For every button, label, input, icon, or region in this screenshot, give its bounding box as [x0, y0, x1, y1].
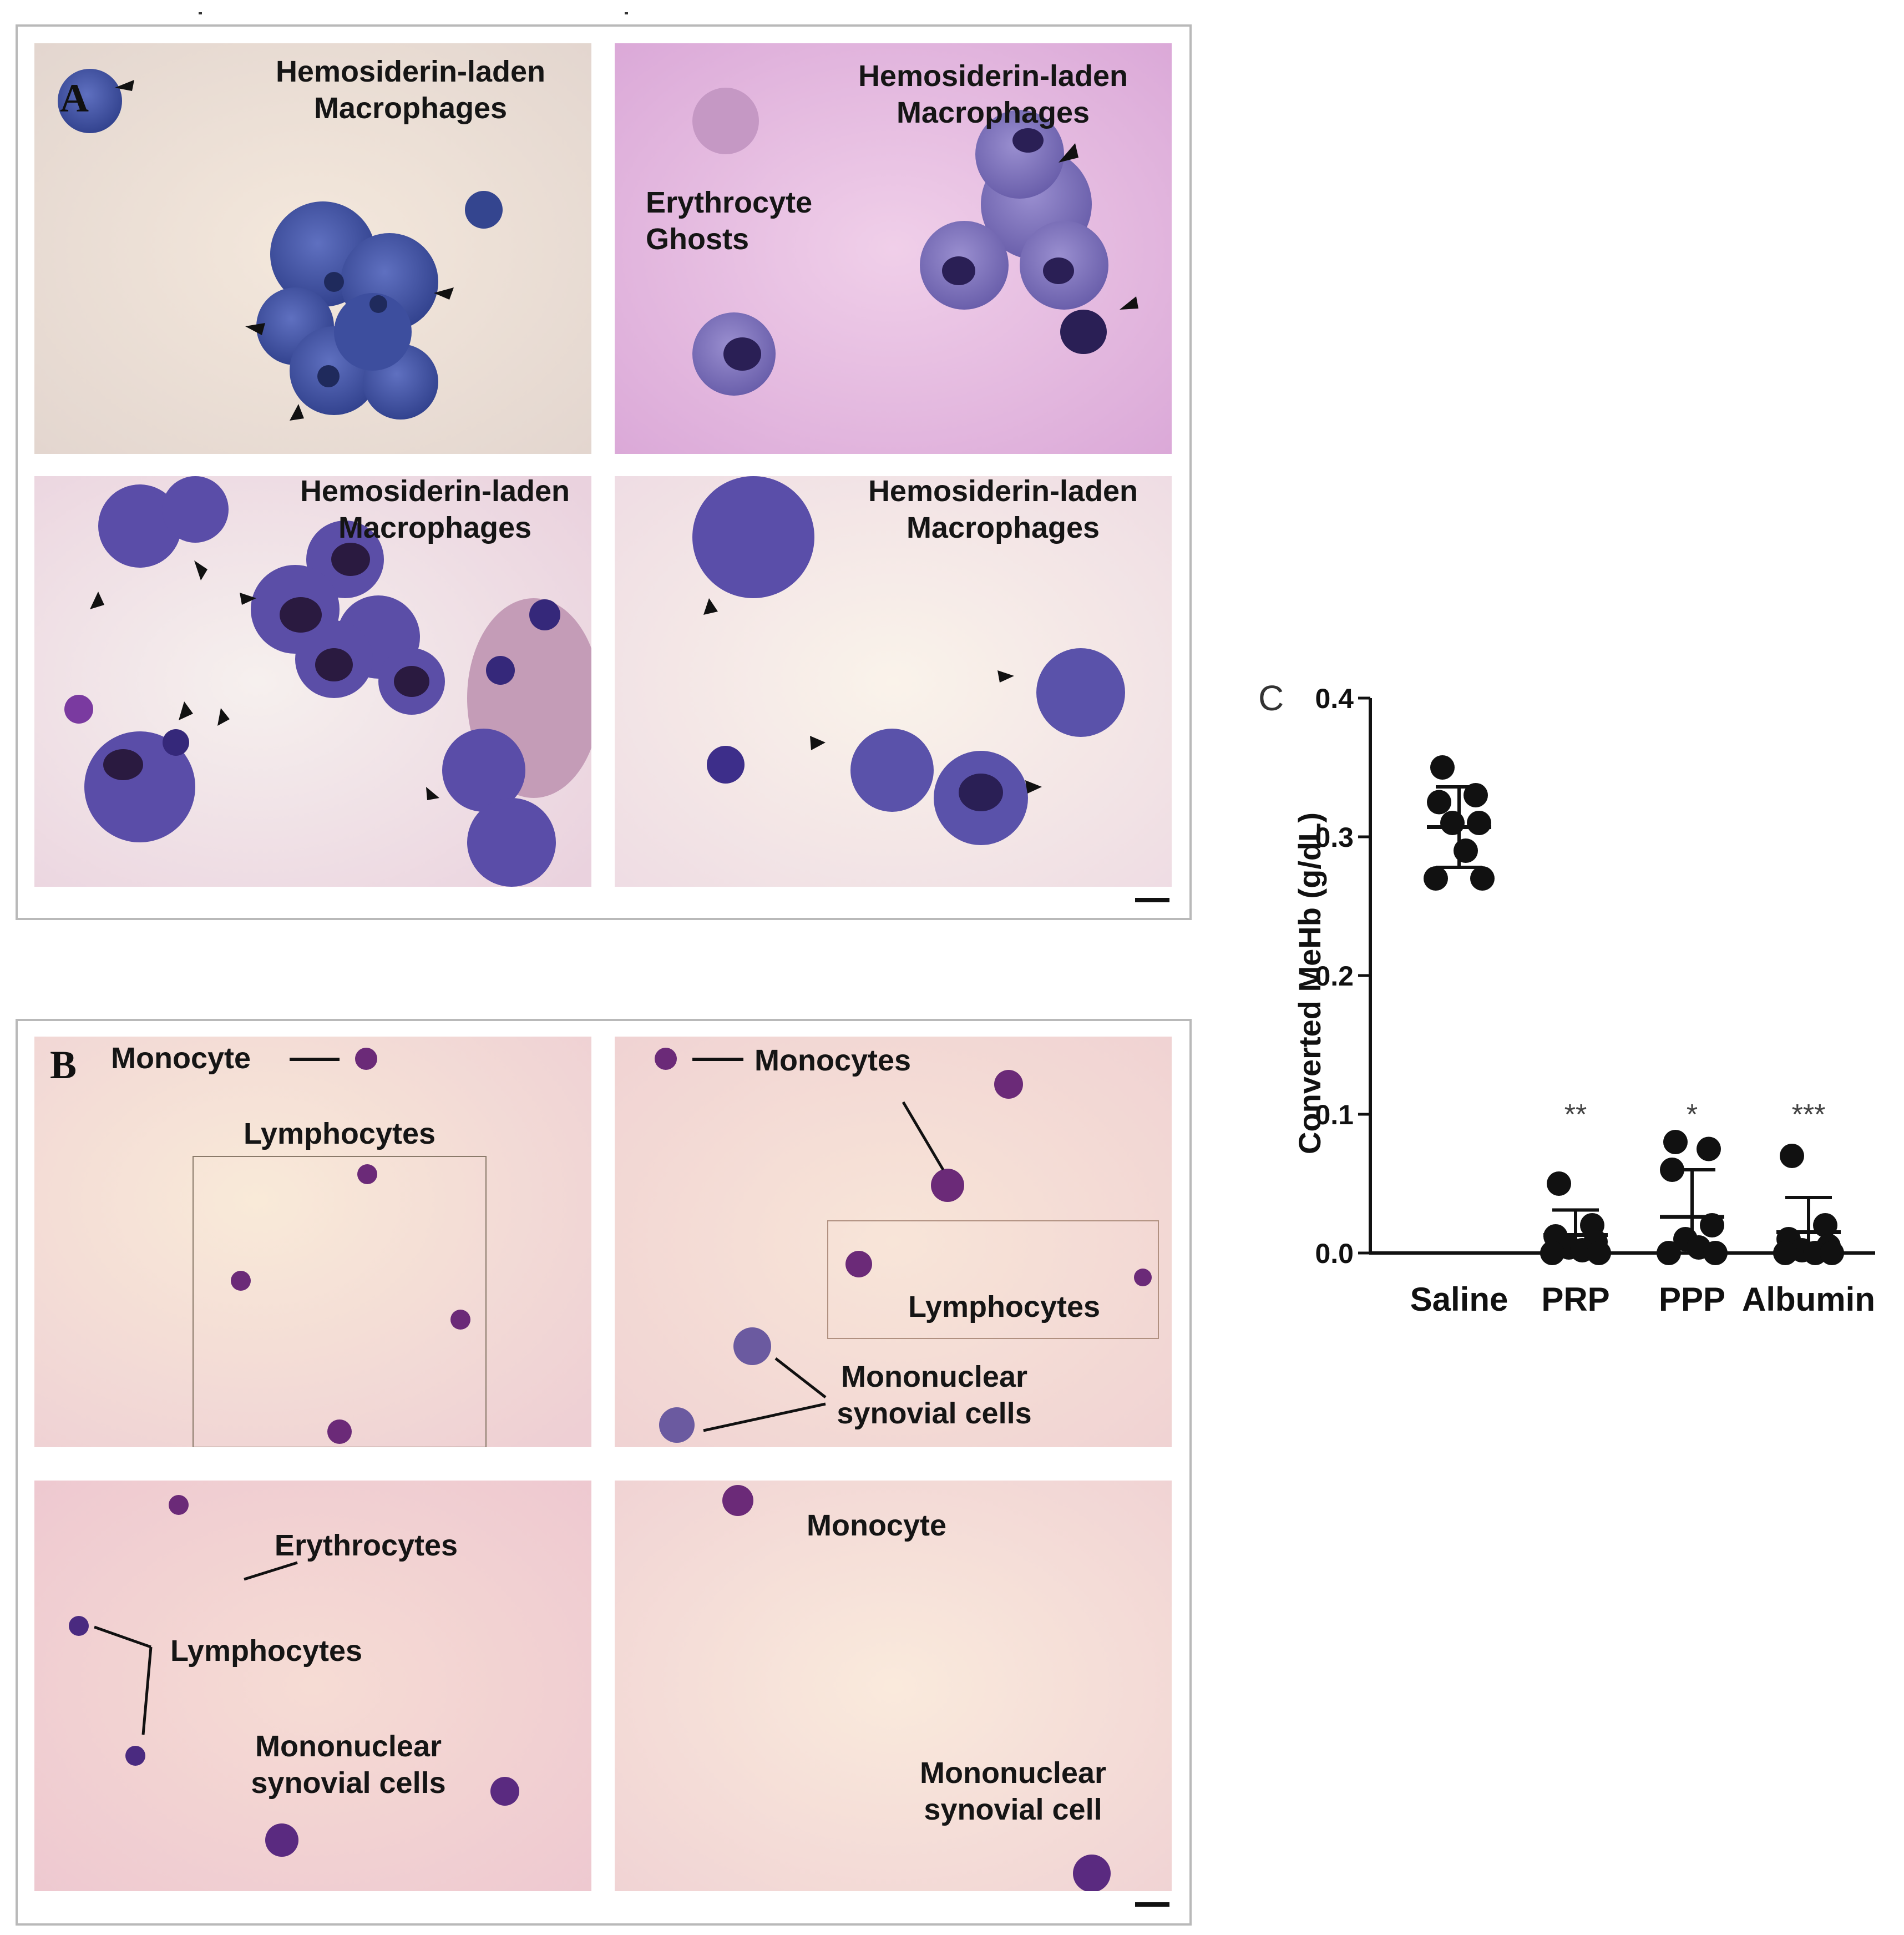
label-hemosiderin-macrophages: Hemosiderin-laden Macrophages	[269, 473, 601, 546]
data-point	[1467, 811, 1491, 835]
x-tick-label: PRP	[1541, 1281, 1609, 1318]
data-point	[1540, 1241, 1564, 1265]
data-point	[1454, 838, 1478, 863]
y-tick-label: 0.4	[1315, 683, 1354, 714]
label-mononuclear-synovial-cells: Mononuclear synovial cells	[796, 1358, 1073, 1432]
data-point	[1773, 1241, 1797, 1265]
y-tick-label: 0.1	[1315, 1099, 1354, 1130]
scale-bar	[1135, 1902, 1169, 1907]
data-point	[1424, 866, 1448, 891]
data-point	[1700, 1213, 1724, 1237]
data-point	[1547, 1171, 1571, 1196]
y-tick-label: 0.3	[1315, 822, 1354, 853]
micrograph-a-bottom-left	[34, 476, 591, 887]
data-point	[1427, 790, 1451, 815]
chart-svg: C Converted MeHb (g/dL) 0.0 0.1 0.2 0.3 0.4 S…	[1258, 678, 1875, 1318]
label-line: Ghosts	[646, 223, 750, 256]
micrograph-b-top-left	[34, 1037, 591, 1447]
micrograph-b-bottom-left	[34, 1481, 591, 1891]
label-line: Erythrocyte	[646, 186, 813, 219]
label-line: Mononuclear	[255, 1730, 442, 1763]
x-tick-label: PPP	[1659, 1281, 1725, 1318]
data-point	[1657, 1241, 1681, 1265]
label-hemosiderin-macrophages: Hemosiderin-laden Macrophages	[827, 58, 1159, 131]
scale-bar	[1135, 898, 1169, 902]
micrograph-b-bottom-right	[615, 1481, 1172, 1891]
label-line: Macrophages	[313, 92, 508, 125]
panel-c-letter: C	[1258, 678, 1284, 718]
label-line: synovial cells	[251, 1766, 446, 1800]
data-point	[1470, 866, 1495, 891]
x-tick-label: Albumin	[1742, 1281, 1875, 1318]
panel-a-letter: A	[60, 76, 89, 120]
top-tick-mark	[199, 12, 202, 14]
y-tick-label: 0.2	[1315, 961, 1354, 992]
label-line: synovial cell	[924, 1793, 1102, 1826]
panel-c-chart: C Converted MeHb (g/dL) 0.0 0.1 0.2 0.3 0.4 S…	[1237, 655, 1903, 1354]
data-point	[1703, 1241, 1728, 1265]
label-mononuclear-synovial-cell: Mononuclear synovial cell	[874, 1755, 1152, 1828]
data-point	[1780, 1144, 1804, 1168]
label-lymphocytes: Lymphocytes	[170, 1634, 363, 1668]
micrograph-a-top-right	[615, 43, 1172, 454]
significance-label: *	[1687, 1099, 1698, 1131]
data-point	[1430, 755, 1455, 780]
data-point	[1697, 1136, 1721, 1161]
micrograph-a-top-left	[34, 43, 591, 454]
y-tick-label: 0.0	[1315, 1238, 1354, 1269]
panel-b-letter: B	[50, 1043, 77, 1087]
label-line: Hemosiderin-laden	[300, 474, 570, 508]
label-line: Hemosiderin-laden	[275, 55, 546, 88]
label-monocyte: Monocyte	[806, 1509, 947, 1542]
label-monocyte: Monocyte	[111, 1042, 251, 1075]
x-tick-label: Saline	[1410, 1281, 1508, 1318]
significance-label: **	[1564, 1099, 1587, 1131]
label-lymphocytes: Lymphocytes	[243, 1117, 436, 1150]
label-line: Macrophages	[896, 96, 1090, 129]
label-line: Macrophages	[906, 511, 1100, 544]
data-point	[1820, 1241, 1844, 1265]
chart-axes: 0.0 0.1 0.2 0.3 0.4 Saline PRP PPP Albumin	[1315, 683, 1875, 1318]
label-line: Mononuclear	[840, 1360, 1028, 1393]
label-line: Hemosiderin-laden	[868, 474, 1138, 508]
label-line: Macrophages	[338, 511, 532, 544]
data-point	[1587, 1241, 1611, 1265]
label-hemosiderin-macrophages: Hemosiderin-laden Macrophages	[244, 53, 577, 127]
y-axis-label: Converted MeHb (g/dL)	[1292, 812, 1327, 1154]
data-point	[1663, 1130, 1688, 1154]
top-tick-mark	[625, 12, 628, 14]
significance-label: ***	[1792, 1099, 1826, 1131]
chart-marks: ** * ***	[1424, 755, 1844, 1265]
label-line: synovial cells	[837, 1397, 1032, 1430]
label-erythrocytes: Erythrocytes	[274, 1529, 458, 1562]
label-monocytes: Monocytes	[754, 1044, 912, 1077]
data-point	[1440, 811, 1465, 835]
data-point	[1464, 783, 1488, 807]
label-line: Mononuclear	[919, 1756, 1107, 1790]
label-hemosiderin-macrophages: Hemosiderin-laden Macrophages	[837, 473, 1169, 546]
micrograph-a-bottom-right	[615, 476, 1172, 887]
micrograph-b-top-right	[615, 1037, 1172, 1447]
label-lymphocytes: Lymphocytes	[908, 1290, 1101, 1323]
label-mononuclear-synovial-cells: Mononuclear synovial cells	[210, 1728, 487, 1801]
label-erythrocyte-ghosts: Erythrocyte Ghosts	[646, 184, 812, 257]
label-line: Hemosiderin-laden	[858, 59, 1128, 93]
